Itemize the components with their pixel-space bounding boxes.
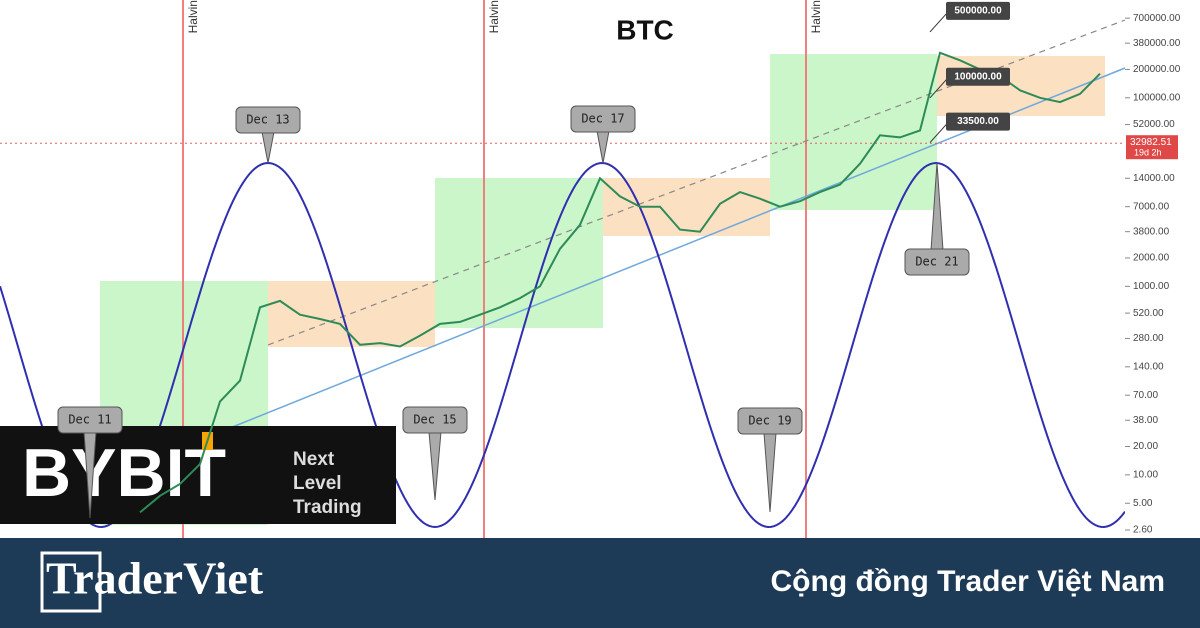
y-tick-label: 20.00 <box>1133 441 1158 452</box>
y-tick-label: 2000.00 <box>1133 253 1170 264</box>
zone <box>603 178 770 236</box>
zone <box>937 56 1105 116</box>
cycle-label: Dec 11 <box>68 413 111 427</box>
y-tick-label: 38.00 <box>1133 415 1158 426</box>
y-tick-label: 5.00 <box>1133 498 1153 509</box>
tagline: Cộng đồng Trader Việt Nam <box>771 565 1166 598</box>
current-price: 32982.51 <box>1130 137 1172 148</box>
price-label-box <box>946 1 1010 20</box>
y-tick-label: 380000.00 <box>1133 38 1181 49</box>
callout-box <box>570 105 636 133</box>
y-tick-label: 520.00 <box>1133 308 1164 319</box>
price-label: 500000.00 <box>954 6 1002 17</box>
price-label-box <box>946 112 1010 131</box>
footer <box>0 538 1200 628</box>
y-tick-label: 70.00 <box>1133 390 1158 401</box>
zone <box>770 54 937 210</box>
bybit-logo <box>0 426 396 524</box>
site-logo-box <box>40 551 102 613</box>
chart-title: BTC <box>616 14 674 45</box>
halving-label: Halvin <box>487 0 501 33</box>
cycle-label: Dec 19 <box>748 414 791 428</box>
bybit-wordmark: BYBIT <box>22 435 226 511</box>
slogan: Trading <box>293 497 362 518</box>
price-label-box <box>946 67 1010 86</box>
y-tick-label: 3800.00 <box>1133 226 1170 237</box>
halving-label: Halvin <box>809 0 823 33</box>
y-tick-label: 1000.00 <box>1133 281 1170 292</box>
y-tick-label: 140.00 <box>1133 361 1164 372</box>
y-tick-label: 100000.00 <box>1133 92 1181 103</box>
price-label: 100000.00 <box>954 71 1002 82</box>
price-line <box>139 51 1101 514</box>
price-label: 33500.00 <box>957 116 999 127</box>
y-tick-label: 10.00 <box>1133 470 1158 481</box>
cycle-label: Dec 21 <box>915 255 958 269</box>
countdown: 19d 2h <box>1134 148 1162 158</box>
slogan: Next <box>293 449 335 470</box>
slogan: Level <box>293 473 342 494</box>
y-tick-label: 14000.00 <box>1133 173 1175 184</box>
zone <box>435 178 603 328</box>
y-tick-label: 200000.00 <box>1133 64 1181 75</box>
price-pointer <box>929 122 949 143</box>
y-tick-label: 52000.00 <box>1133 119 1175 130</box>
cycle-label: Dec 17 <box>581 112 624 126</box>
y-tick-label: 700000.00 <box>1133 13 1181 24</box>
axis-panel <box>1125 0 1200 538</box>
y-tick-label: 7000.00 <box>1133 201 1170 212</box>
halving-label: Halvin <box>186 0 200 33</box>
callout-box <box>402 406 468 434</box>
price-pointer <box>929 77 949 99</box>
y-tick-label: 280.00 <box>1133 333 1164 344</box>
callout-box <box>737 407 803 435</box>
site-name: TraderViet <box>46 553 264 604</box>
cycle-label: Dec 15 <box>413 413 456 427</box>
y-tick-label: 2.60 <box>1133 525 1153 536</box>
callout-box <box>904 248 970 276</box>
cycle-label: Dec 13 <box>246 113 289 127</box>
callout-box <box>57 406 123 434</box>
price-pointer <box>929 11 949 33</box>
price-tag <box>1126 135 1178 160</box>
callout-box <box>235 106 301 134</box>
